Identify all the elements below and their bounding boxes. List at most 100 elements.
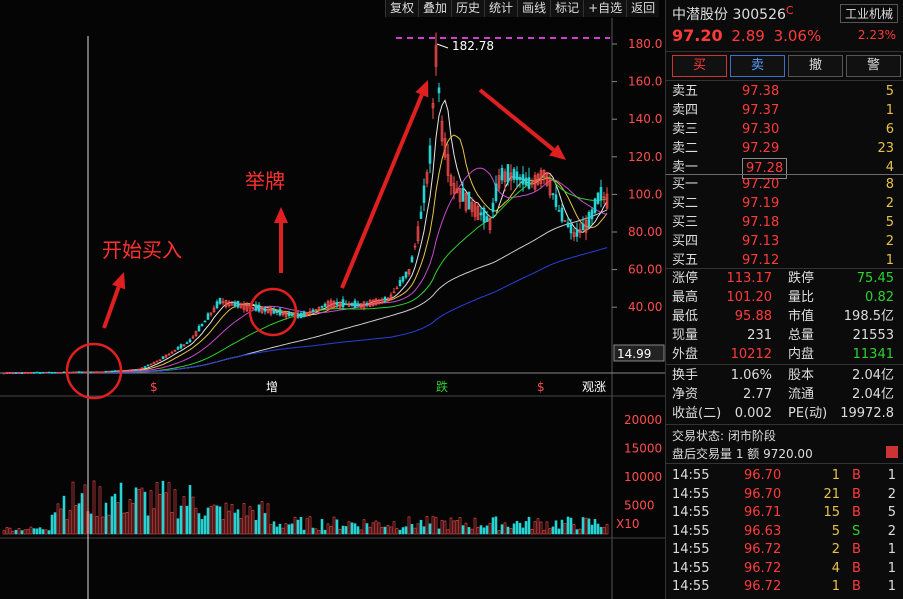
tick-time: 14:55 [672,468,710,483]
candle-body [527,177,531,189]
book-price: 97.30 [742,122,780,137]
volume-bar [452,520,456,535]
alert-button[interactable]: 警 [846,55,901,77]
volume-bar [236,509,240,535]
buy-button[interactable]: 买 [672,55,727,77]
candle-body [245,303,249,312]
toolbar-item[interactable]: +自选 [583,0,626,17]
candle-body [164,355,168,358]
bar-chart-icon[interactable] [886,446,898,458]
candle-body [512,168,516,180]
volume-bar [233,512,237,535]
volume-bar [125,512,129,535]
tick-price: 96.63 [744,523,782,539]
volume-bar [206,507,210,535]
industry-tag[interactable]: 工业机械 [839,4,898,23]
fundamentals-row: 换手 1.06% 股本 2.04亿 [666,366,903,385]
volume-bar [62,495,66,535]
stat-label: 外盘 [672,347,699,362]
divider [666,174,903,175]
toolbar-item[interactable]: 历史 [451,0,484,17]
divider [666,424,903,425]
candle-body [302,311,306,318]
highlight-circle [248,287,298,337]
volume-bar [326,523,330,535]
tick-price: 96.70 [744,468,782,483]
tick-price: 96.72 [744,560,782,576]
candle-body [35,371,39,374]
volume-bar [38,527,42,535]
volume-bar [521,527,525,535]
candle-body [161,356,165,359]
candle-body [404,271,408,278]
candle-body [377,299,381,302]
toolbar-item[interactable]: 统计 [484,0,517,17]
stats-row: 最低 95.88 市值 198.5亿 [666,307,903,326]
candle-body [80,371,84,374]
volume-bar [35,528,39,535]
price-axis-label: 80.00 [628,225,662,239]
industry-pct: 2.23% [857,28,896,42]
volume-bar [299,517,303,535]
candle-body [92,371,96,374]
volume-bar [473,517,477,535]
kline-chart[interactable]: 180.0 160.0 140.0 120.0 100.0 80.00 60.00 40.00… [0,0,665,599]
volume-axis-label: 10000 [624,470,662,484]
tick-time: 14:55 [672,542,710,557]
volume-bar [290,523,294,535]
volume-bar [281,527,285,535]
stat-value: 10212 [730,347,772,362]
book-price: 97.29 [742,141,780,156]
arrow-start-buy [102,286,121,329]
stat-label: 换手 [672,368,699,383]
candle-body [50,372,54,374]
candle-body [581,223,585,231]
candle-body [278,308,282,316]
candle-body [158,359,162,362]
volume-bar [269,524,273,535]
candle-body [602,196,606,199]
volume-bar [539,521,543,535]
volume-bar [248,506,252,535]
toolbar-item[interactable]: 复权 [385,0,418,17]
price-change-pct: 3.06% [773,27,822,45]
toolbar-item[interactable]: 返回 [626,0,659,17]
volume-bar [17,528,21,535]
volume-bar [245,515,249,535]
candle-body [113,370,117,372]
volume-bar [551,526,555,535]
volume-bar [221,519,225,535]
candle-body [197,325,201,332]
candle-body [572,232,576,238]
candle-body [263,307,267,312]
stat-value: 231 [747,328,772,343]
toolbar-item[interactable]: 标记 [550,0,583,17]
candle-body [401,276,405,282]
sell-button[interactable]: 卖 [730,55,785,77]
volume-bar [368,526,372,535]
peak-price-label: 182.78 [452,39,494,53]
kline-chart-area[interactable]: 180.0 160.0 140.0 120.0 100.0 80.00 60.00 40.00… [0,0,665,599]
tick-time: 14:55 [672,505,710,520]
candle-body [239,303,243,309]
candle-body [476,206,480,220]
divider [666,268,903,269]
toolbar-item[interactable]: 画线 [517,0,550,17]
volume-bar [422,526,426,535]
toolbar-item[interactable]: 叠加 [418,0,451,17]
ma130-line [3,247,608,374]
tick-count: 1 [887,560,896,576]
volume-bar [152,508,156,535]
candle-body [332,301,336,308]
volume-bar [323,529,327,535]
volume-bar [467,527,471,535]
volume-bar [116,502,120,535]
candle-body [368,300,372,308]
candle-body [587,212,591,228]
volume-bar [575,529,579,535]
volume-bar [329,526,333,535]
price-axis-label: 140.0 [628,112,662,126]
bid-row: 买三 97.18 5 [666,213,903,232]
book-price: 97.12 [742,253,780,268]
cancel-button[interactable]: 撤 [788,55,843,77]
